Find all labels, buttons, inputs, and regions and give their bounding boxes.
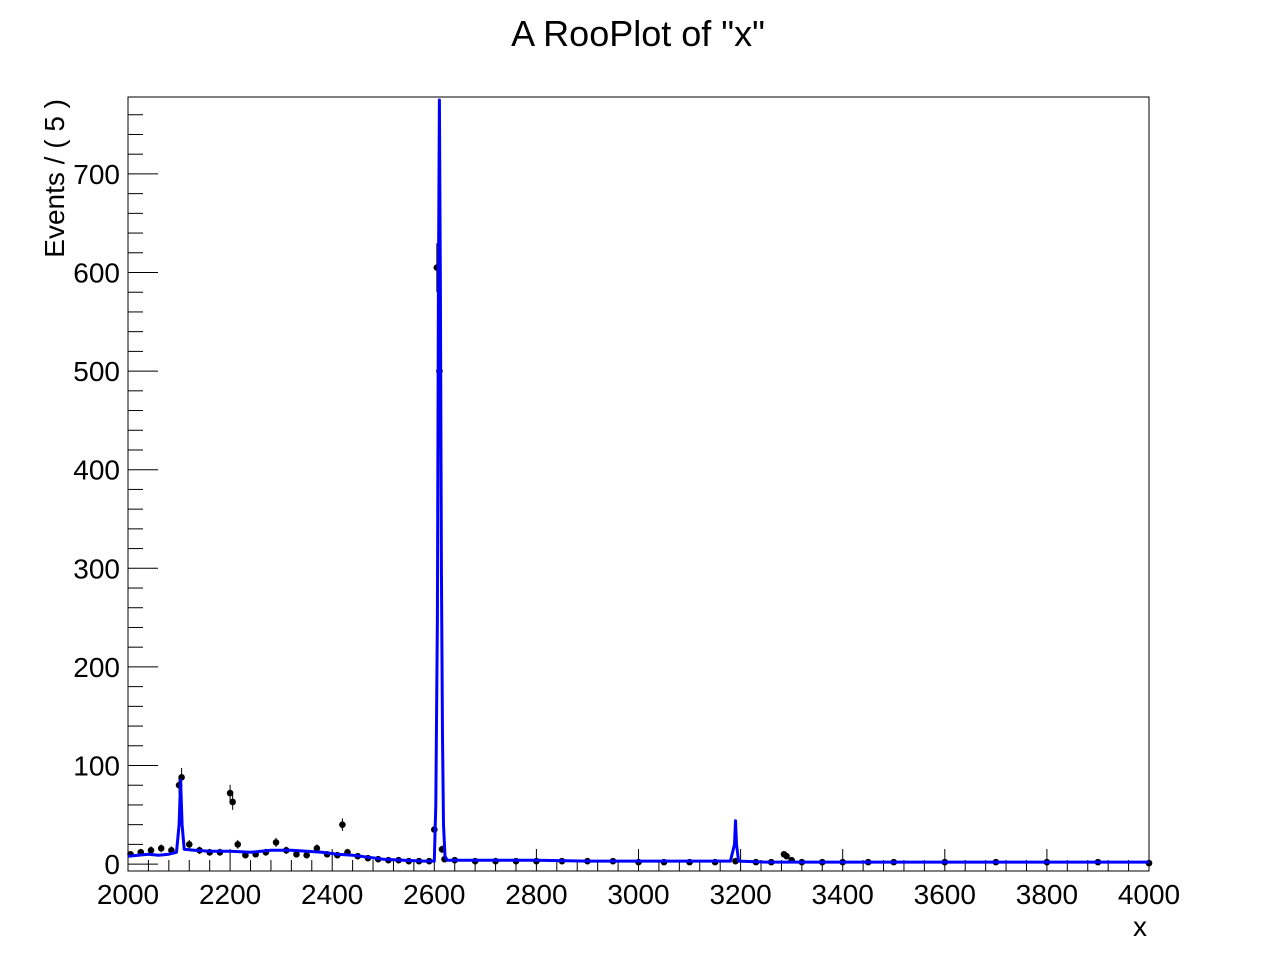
data-marker (313, 845, 321, 852)
data-marker (229, 798, 236, 806)
data-point (783, 852, 790, 860)
data-point (303, 851, 310, 859)
x-tick-label: 3800 (1016, 879, 1078, 910)
x-axis-title: x (1133, 911, 1147, 942)
minor-ticks (128, 114, 1130, 871)
data-point (157, 844, 165, 853)
data-point (293, 850, 300, 858)
data-point (185, 839, 193, 849)
data-marker (783, 852, 790, 860)
y-tick-label: 500 (73, 356, 120, 387)
x-tick-label: 2000 (97, 879, 159, 910)
y-axis-title: Events / ( 5 ) (39, 99, 70, 258)
x-tick-label: 2800 (505, 879, 567, 910)
data-point (339, 818, 346, 831)
y-tick-label: 700 (73, 159, 120, 190)
x-tick-label: 3600 (914, 879, 976, 910)
chart-title: A RooPlot of "x" (511, 13, 765, 54)
data-point (226, 784, 234, 802)
x-tick-label: 2400 (301, 879, 363, 910)
x-tick-label: 3200 (709, 879, 771, 910)
y-tick-label: 400 (73, 455, 120, 486)
x-tick-label: 3400 (812, 879, 874, 910)
data-marker (147, 846, 155, 854)
x-tick-label: 2600 (403, 879, 465, 910)
data-marker (157, 845, 165, 852)
data-marker (226, 789, 234, 797)
x-tick-label: 4000 (1118, 879, 1180, 910)
x-tick-labels: 2000 2200 2400 2600 2800 3000 3200 3400 3600 3800… (97, 879, 1180, 910)
data-point (272, 837, 280, 848)
y-tick-label: 600 (73, 258, 120, 289)
data-marker (272, 839, 280, 846)
y-tick-label: 0 (104, 849, 120, 880)
data-point (147, 846, 155, 855)
y-tick-labels: 0 100 200 300 400 500 600 700 (73, 159, 120, 880)
data-point (234, 839, 242, 849)
y-tick-label: 200 (73, 652, 120, 683)
model-curve (127, 98, 1149, 864)
y-tick-label: 300 (73, 553, 120, 584)
data-marker (293, 850, 300, 858)
data-marker (303, 851, 310, 859)
data-marker (339, 821, 346, 828)
data-point (229, 794, 236, 810)
data-marker (185, 841, 193, 848)
data-marker (234, 841, 242, 848)
model-curves (127, 98, 1149, 864)
x-tick-label: 2200 (199, 879, 261, 910)
x-tick-label: 3000 (607, 879, 669, 910)
y-tick-label: 100 (73, 750, 120, 781)
